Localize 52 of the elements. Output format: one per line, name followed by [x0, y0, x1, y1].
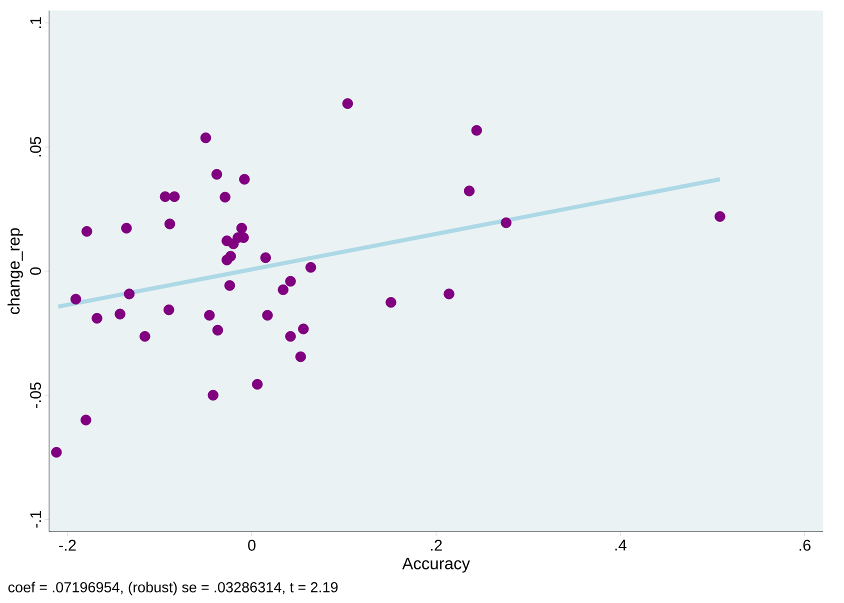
point — [204, 310, 215, 321]
y-tick-label: -.05 — [30, 382, 42, 408]
point — [298, 324, 309, 334]
y-tick-label: .1 — [30, 17, 42, 28]
x-axis-title: Accuracy — [402, 558, 470, 573]
point — [92, 313, 102, 324]
point — [211, 169, 222, 180]
y-tick-label: -.1 — [30, 511, 42, 528]
point — [124, 288, 135, 300]
point — [80, 414, 92, 426]
point — [163, 304, 174, 316]
y-axis-title: change_rep — [8, 228, 23, 314]
point — [236, 222, 248, 234]
point — [386, 297, 396, 308]
x-tick-label: .4 — [615, 540, 626, 551]
point — [252, 379, 263, 390]
y-tick-label: 0 — [30, 268, 42, 275]
point — [160, 191, 171, 202]
point — [444, 288, 454, 300]
point — [285, 276, 296, 287]
point — [200, 132, 212, 144]
point — [295, 351, 306, 362]
point — [212, 324, 224, 336]
point — [285, 331, 296, 342]
point — [121, 222, 132, 234]
x-tick-label: -.2 — [59, 540, 76, 551]
point — [81, 226, 92, 237]
point — [500, 217, 512, 228]
text: coef = .07196954, (robust) se = .03286314, t = 2.19 — [8, 582, 338, 596]
x-tick-label: .6 — [800, 540, 810, 551]
y-tick-label: .05 — [30, 137, 42, 156]
point — [114, 308, 126, 320]
point — [262, 310, 273, 321]
point — [169, 191, 180, 202]
point — [239, 174, 250, 185]
point — [305, 262, 316, 273]
point — [714, 211, 726, 222]
point — [224, 280, 236, 291]
point — [260, 252, 271, 264]
point — [464, 186, 475, 196]
point — [140, 331, 150, 342]
point — [208, 390, 218, 401]
point — [70, 294, 82, 305]
point — [164, 218, 176, 230]
point — [342, 98, 354, 110]
point — [471, 125, 482, 136]
point — [220, 192, 230, 203]
point — [278, 284, 289, 296]
point — [225, 250, 236, 262]
x-tick-label: 0 — [248, 540, 256, 551]
x-tick-label: .2 — [431, 540, 442, 551]
point — [51, 447, 62, 458]
